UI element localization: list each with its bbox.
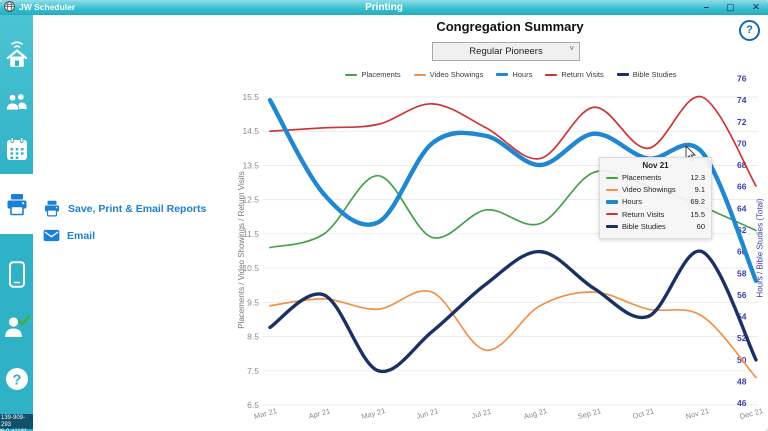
tooltip-title: Nov 21 [642,161,669,170]
version-line1: 139-909-293 [1,415,26,428]
sidebar: ? 139-909-293 6.0 #1181 [0,15,33,431]
chart-legend: Placements Video Showings Hours Return Visi… [265,70,757,79]
legend-label: Bible Studies [632,70,677,79]
version-info: 139-909-293 6.0 #1181 [0,414,33,431]
email-icon [43,229,60,242]
printer-icon [44,200,60,217]
tooltip-series-value: 9.1 [694,185,705,195]
tooltip-row: Placements 12.3 [606,173,705,182]
sidebar-item-home[interactable] [0,37,33,71]
tooltip-series-label: Video Showings [622,185,676,195]
globe-icon [4,1,15,12]
legend-swatch [616,72,629,77]
sidebar-item-help[interactable]: ? [0,364,33,394]
legend-swatch [413,73,426,76]
tooltip-swatch [606,224,618,228]
minimize-button[interactable]: – [703,2,710,13]
legend-item-hours[interactable]: Hours [496,70,532,79]
chevron-down-icon: ˅ [569,44,574,53]
tooltip-series-label: Hours [622,197,643,207]
tooltip-row: Bible Studies 60 [606,222,705,231]
legend-label: Hours [512,70,533,79]
menu-item-save-print-email[interactable]: Save, Print & Email Reports [43,200,206,217]
version-line2: 6.0 #1181 [1,429,33,431]
tooltip-series-label: Placements [622,173,662,182]
printer-icon [7,193,26,215]
chart-tooltip: Nov 21 Placements 12.3 Video Showings 9.1 Ho… [599,157,712,239]
question-icon: ? [5,368,28,390]
sidebar-item-assignments[interactable] [0,311,33,341]
legend-item-bible-studies[interactable]: Bible Studies [616,70,677,79]
users-icon [5,93,27,110]
tooltip-series-label: Return Visits [622,209,665,219]
tooltip-swatch [606,176,618,179]
page-title: Printing [365,2,403,13]
tooltip-series-value: 12.3 [690,173,705,182]
tooltip-row: Video Showings 9.1 [606,185,705,194]
tooltip-row: Hours 69.2 [606,197,705,206]
group-dropdown[interactable]: Regular Pioneers ˅ [432,42,580,61]
sidebar-item-schedules[interactable] [0,134,33,164]
menu-item-label: Email [67,229,96,242]
tooltip-series-value: 15.5 [690,209,705,219]
legend-item-return-visits[interactable]: Return Visits [545,70,604,79]
legend-item-placements[interactable]: Placements [345,70,401,79]
sidebar-item-congregation[interactable] [0,87,33,115]
phone-icon [8,260,25,288]
home-wifi-icon [6,41,27,67]
tooltip-series-label: Bible Studies [622,221,666,231]
menu-item-label: Save, Print & Email Reports [68,202,207,215]
legend-label: Return Visits [561,70,604,79]
legend-swatch [345,73,358,76]
menu-item-email[interactable]: Email [43,229,206,242]
legend-label: Video Showings [429,70,484,79]
calendar-icon [6,136,27,160]
person-check-icon [5,315,30,337]
maximize-button[interactable]: ▢ [726,2,736,13]
sidebar-item-mobile[interactable] [0,259,33,289]
help-button[interactable]: ? [739,20,760,41]
chart-title: Congregation Summary [436,19,584,34]
tooltip-swatch [606,213,618,216]
svg-text:?: ? [12,372,21,389]
legend-swatch [496,72,509,77]
tooltip-series-value: 69.2 [690,197,705,207]
title-bar: JW Scheduler Printing – ▢ ✕ [0,0,768,15]
legend-swatch [545,73,558,76]
close-button[interactable]: ✕ [752,2,760,13]
tooltip-series-value: 60 [696,221,705,231]
legend-item-video-showings[interactable]: Video Showings [413,70,484,79]
tooltip-row: Return Visits 15.5 [606,210,705,219]
tooltip-swatch [606,188,618,191]
tooltip-swatch [606,200,618,204]
legend-label: Placements [361,70,401,79]
app-title: JW Scheduler [19,1,76,12]
sidebar-item-printing-active[interactable] [0,174,33,234]
report-menu: Save, Print & Email Reports Email [43,200,206,254]
dropdown-value: Regular Pioneers [469,46,543,57]
